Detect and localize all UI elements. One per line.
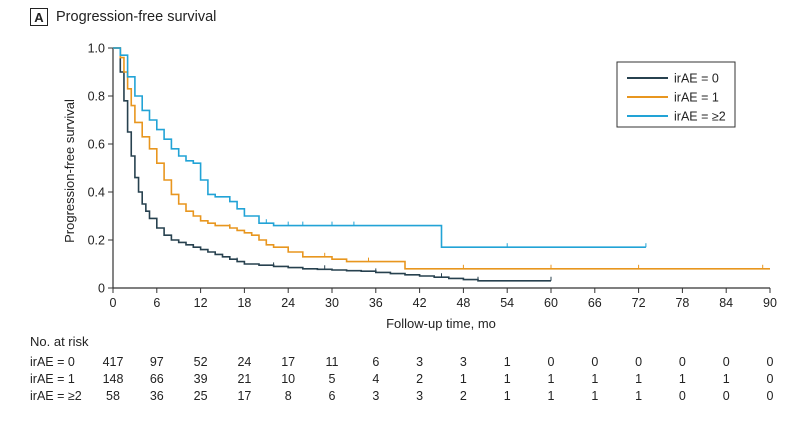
risk-cell: 1	[547, 372, 555, 386]
x-tick-label: 84	[719, 296, 733, 310]
y-tick-label: 0.6	[88, 138, 105, 152]
risk-cell: 21	[237, 372, 252, 386]
x-tick-label: 24	[281, 296, 295, 310]
risk-cell: 25	[193, 389, 208, 403]
legend-label: irAE = 0	[674, 72, 719, 86]
y-tick-label: 0	[98, 282, 105, 296]
x-tick-label: 12	[194, 296, 208, 310]
x-tick-label: 48	[456, 296, 470, 310]
risk-cell: 0	[678, 355, 686, 369]
risk-cell: 11	[325, 355, 339, 369]
x-tick-label: 72	[632, 296, 646, 310]
risk-row-label: irAE = 0	[30, 355, 75, 369]
risk-cell: 0	[591, 355, 599, 369]
series-layer	[113, 47, 770, 282]
km-chart: 0 6 12 18 24 30 36 42 48 54 60 66 72 78 84 90 0 0.2 0.4 0.6…	[62, 42, 777, 332]
risk-cell: 148	[102, 372, 124, 386]
x-tick-label: 18	[237, 296, 251, 310]
y-tick-label: 0.8	[88, 90, 105, 104]
x-tick-label: 54	[500, 296, 514, 310]
risk-cell: 3	[372, 389, 380, 403]
x-tick-label: 78	[675, 296, 689, 310]
legend-label: irAE = ≥2	[674, 110, 726, 124]
risk-cell: 10	[281, 372, 296, 386]
risk-table-heading: No. at risk	[30, 334, 89, 349]
risk-cell: 0	[766, 372, 774, 386]
risk-cell: 1	[591, 389, 599, 403]
series-line-2	[113, 47, 646, 248]
risk-cell: 17	[281, 355, 296, 369]
risk-cell: 1	[635, 372, 643, 386]
x-axis-label: Follow-up time, mo	[386, 316, 496, 331]
y-tick-label: 0.2	[88, 234, 105, 248]
panel-letter: A	[30, 8, 48, 26]
risk-cell: 0	[722, 389, 730, 403]
risk-row-label: irAE = ≥2	[30, 389, 82, 403]
risk-cell: 2	[416, 372, 424, 386]
risk-cell: 6	[328, 389, 336, 403]
risk-cell: 0	[766, 389, 774, 403]
risk-row: irAE = 0 417 97 52 24 17 11 6 3 3 1 0 0 0 0 0 0	[0, 355, 812, 372]
risk-cell: 0	[547, 355, 555, 369]
x-tick-label: 60	[544, 296, 558, 310]
x-tick-label: 36	[369, 296, 383, 310]
risk-cell: 8	[284, 389, 292, 403]
risk-cell: 4	[372, 372, 380, 386]
risk-cell: 1	[547, 389, 555, 403]
risk-cell: 1	[722, 372, 730, 386]
risk-cell: 1	[503, 372, 511, 386]
chart-axes: 0 6 12 18 24 30 36 42 48 54 60 66 72 78 84 90 0 0.2 0.4 0.6…	[88, 42, 777, 311]
risk-cell: 3	[416, 355, 424, 369]
y-axis-label: Progression-free survival	[62, 99, 77, 243]
risk-cell: 1	[459, 372, 467, 386]
risk-row: irAE = 1 148 66 39 21 10 5 4 2 1 1 1 1 1 1 1 0	[0, 372, 812, 389]
risk-cell: 52	[193, 355, 208, 369]
risk-cell: 66	[149, 372, 164, 386]
risk-cell: 3	[416, 389, 424, 403]
risk-cell: 39	[193, 372, 208, 386]
panel-header: A Progression-free survival	[30, 6, 216, 28]
risk-cell: 1	[635, 389, 643, 403]
risk-table: No. at risk irAE = 0 417 97 52 24 17 11 6 3 3 1 0 0 0…	[0, 332, 812, 424]
series-line-0	[113, 47, 551, 282]
x-tick-label: 66	[588, 296, 602, 310]
x-tick-label: 30	[325, 296, 339, 310]
risk-cell: 2	[459, 389, 467, 403]
risk-cell: 24	[237, 355, 252, 369]
risk-cell: 0	[678, 389, 686, 403]
risk-cell: 5	[328, 372, 336, 386]
y-tick-label: 1.0	[88, 42, 105, 56]
risk-cell: 0	[635, 355, 643, 369]
risk-cell: 417	[102, 355, 124, 369]
panel-title: Progression-free survival	[56, 9, 217, 25]
risk-cell: 1	[503, 389, 511, 403]
risk-cell: 6	[372, 355, 380, 369]
x-tick-label: 0	[110, 296, 117, 310]
x-tick-label: 42	[413, 296, 427, 310]
risk-cell: 1	[503, 355, 511, 369]
legend-label: irAE = 1	[674, 91, 719, 105]
risk-cell: 0	[766, 355, 774, 369]
x-tick-label: 90	[763, 296, 777, 310]
risk-cell: 1	[678, 372, 686, 386]
legend: irAE = 0 irAE = 1 irAE = ≥2	[616, 61, 736, 128]
risk-cell: 58	[106, 389, 120, 403]
risk-cell: 0	[722, 355, 730, 369]
risk-row: irAE = ≥2 58 36 25 17 8 6 3 3 2 1 1 1 1 0 0 0	[0, 389, 812, 406]
risk-cell: 97	[149, 355, 164, 369]
risk-cell: 1	[591, 372, 599, 386]
risk-row-label: irAE = 1	[30, 372, 75, 386]
x-tick-label: 6	[153, 296, 160, 310]
risk-cell: 17	[237, 389, 252, 403]
risk-cell: 36	[149, 389, 164, 403]
risk-cell: 3	[459, 355, 467, 369]
y-tick-label: 0.4	[88, 186, 105, 200]
